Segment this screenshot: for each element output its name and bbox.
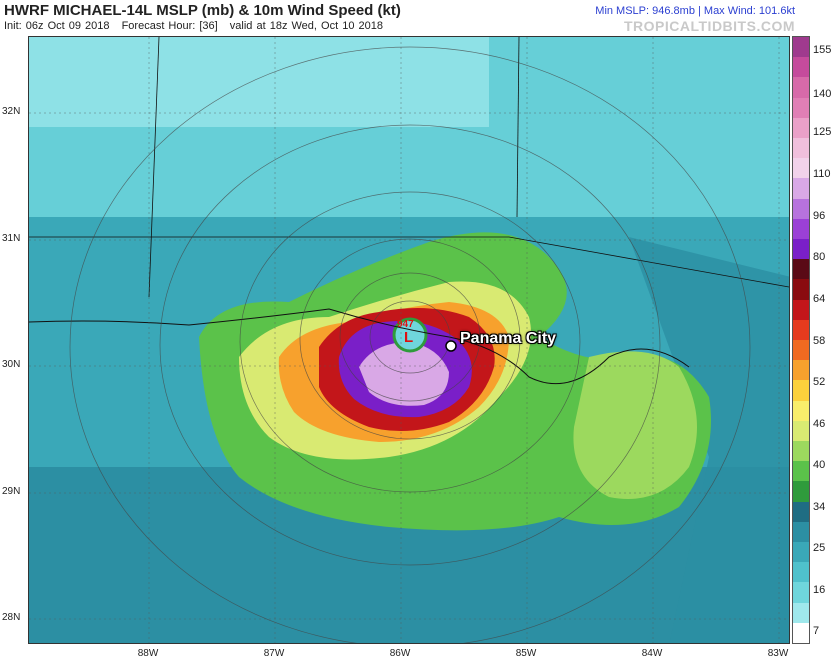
colorbar-segment [793, 400, 809, 422]
colorbar-segment [793, 319, 809, 341]
colorbar-label: 52 [813, 376, 826, 388]
colorbar-segment [793, 239, 809, 260]
lat-label-32n: 32N [2, 106, 21, 117]
colorbar-segment [793, 37, 809, 58]
colorbar-label: 46 [813, 418, 826, 430]
colorbar-segment [793, 77, 809, 99]
graticule [29, 37, 789, 643]
lon-label-85w: 85W [515, 648, 537, 659]
colorbar-label: 58 [813, 335, 826, 347]
colorbar-segment [793, 138, 809, 159]
lon-label-83w: 83W [767, 648, 789, 659]
colorbar-segment [793, 501, 809, 523]
isobar-lines [69, 46, 751, 643]
colorbar-segment [793, 198, 809, 220]
coastline [29, 308, 690, 385]
colorbar-segment [793, 117, 809, 139]
city-label-panama-city: Panama City [460, 330, 557, 347]
wind-speed-colorbar [792, 36, 810, 644]
colorbar-segment [793, 380, 809, 402]
lat-label-28n: 28N [2, 612, 21, 623]
lon-label-84w: 84W [641, 648, 663, 659]
panama-city-marker [445, 340, 457, 352]
colorbar-label: 64 [813, 293, 826, 305]
min-pressure-label: 947 [397, 319, 414, 330]
colorbar-label: 7 [813, 625, 820, 637]
colorbar-label: 96 [813, 210, 826, 222]
colorbar-label: 140 [813, 88, 832, 100]
run-info: Init: 06z Oct 09 2018 Forecast Hour: [36… [4, 20, 391, 32]
colorbar-label: 155 [813, 44, 832, 56]
county-line [516, 37, 520, 218]
lon-label-87w: 87W [263, 648, 285, 659]
colorbar-segment [793, 420, 809, 442]
map-title: HWRF MICHAEL-14L MSLP (mb) & 10m Wind Sp… [4, 2, 401, 19]
state-border [29, 236, 789, 288]
colorbar-label: 25 [813, 542, 826, 554]
lat-label-29n: 29N [2, 486, 21, 497]
lon-label-86w: 86W [389, 648, 411, 659]
colorbar-segment [793, 562, 809, 583]
colorbar-segment [793, 602, 809, 624]
colorbar-segment [793, 441, 809, 462]
colorbar-segment [793, 218, 809, 240]
valid-time: valid at 18z Wed, Oct 10 2018 [229, 20, 383, 32]
map-canvas [29, 37, 789, 643]
far-north-field [29, 37, 489, 127]
map-panel [28, 36, 790, 644]
colorbar-label: 16 [813, 584, 826, 596]
colorbar-segment [793, 622, 809, 644]
colorbar-segment [793, 542, 809, 563]
brand-watermark: TROPICALTIDBITS.COM [623, 18, 795, 34]
colorbar-segment [793, 461, 809, 482]
colorbar-label: 110 [813, 168, 831, 180]
colorbar-label: 125 [813, 126, 832, 138]
colorbar-segment [793, 481, 809, 503]
colorbar-segment [793, 521, 809, 543]
colorbar-label: 34 [813, 501, 826, 513]
colorbar-segment [793, 360, 809, 381]
storm-stats: Min MSLP: 946.8mb | Max Wind: 101.6kt [595, 5, 795, 17]
colorbar-segment [793, 57, 809, 78]
init-time: Init: 06z Oct 09 2018 [4, 20, 110, 32]
storm-eye [392, 317, 428, 353]
colorbar-segment [793, 97, 809, 119]
colorbar-segment [793, 158, 809, 179]
low-center-symbol: L [404, 329, 414, 346]
forecast-hour: Forecast Hour: [36] [121, 20, 218, 32]
colorbar-label: 40 [813, 459, 826, 471]
lat-label-31n: 31N [2, 233, 21, 244]
colorbar-segment [793, 299, 809, 321]
colorbar-segment [793, 582, 809, 604]
big-bend-swath [573, 351, 697, 499]
colorbar-segment [793, 178, 809, 200]
peak-wind-swath [359, 342, 449, 406]
colorbar-segment [793, 340, 809, 361]
colorbar-label: 80 [813, 251, 826, 263]
colorbar-segment [793, 259, 809, 280]
county-line [148, 37, 160, 298]
lon-label-88w: 88W [137, 648, 159, 659]
lat-label-30n: 30N [2, 359, 21, 370]
colorbar-segment [793, 279, 809, 301]
